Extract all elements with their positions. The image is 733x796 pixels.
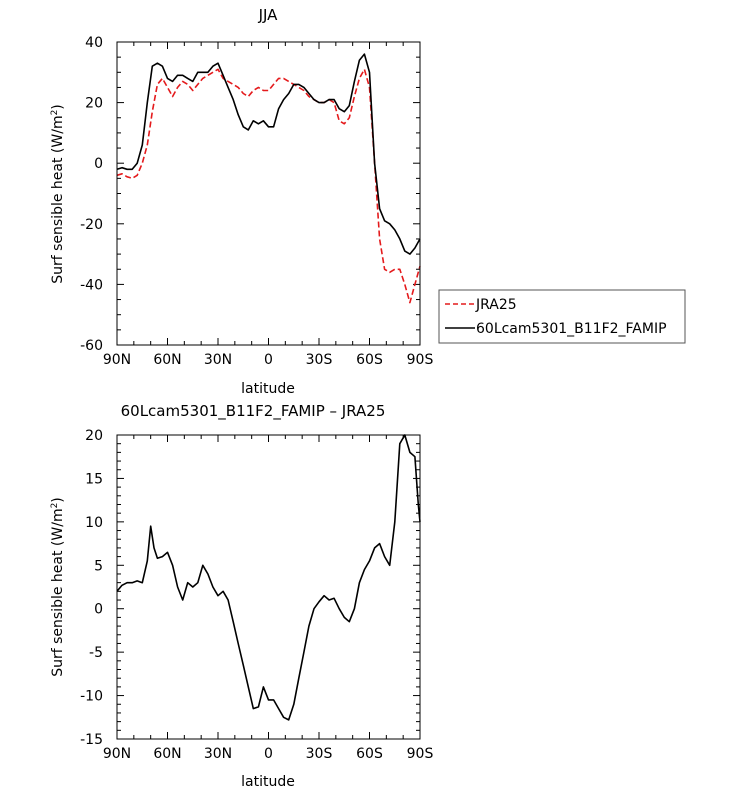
y-tick-label: 5 [94,558,103,574]
x-tick-label: 30S [306,746,333,762]
panel1-ylabel: Surf sensible heat (W/m2) [50,104,66,284]
x-tick-label: 0 [264,746,273,762]
y-tick-label: -10 [80,689,103,705]
panel1-series-line-0 [116,68,421,304]
panel1-title: JJA [258,6,279,24]
panel2-ylabel-main: Surf sensible heat (W/m [50,508,66,676]
panel2-ylabel-sup: 2 [50,503,60,509]
y-tick-label: 15 [85,471,103,487]
x-tick-label: 90N [103,352,131,368]
y-tick-label: 0 [94,602,103,618]
y-tick-label: 20 [85,96,103,112]
x-tick-label: 90N [103,746,131,762]
y-tick-label: 20 [85,428,103,444]
panel1-xlabel: latitude [241,381,295,397]
y-tick-label: -40 [80,277,103,293]
panel1-ylabel-sup: 2 [50,110,60,116]
panel1-ylabel-main: Surf sensible heat (W/m [50,115,66,283]
panel1-ylabel-close: ) [50,104,66,109]
x-tick-label: 90S [407,352,434,368]
legend-label-jra25: JRA25 [475,297,517,313]
x-tick-label: 90S [407,746,434,762]
y-tick-label: -15 [80,732,103,748]
legend-label-famip: 60Lcam5301_B11F2_FAMIP [476,321,667,337]
x-tick-label: 60N [153,746,181,762]
x-tick-label: 0 [264,352,273,368]
y-tick-label: -5 [89,645,103,661]
panel2-title: 60Lcam5301_B11F2_FAMIP – JRA25 [121,402,386,421]
panel2-series-line-0 [116,434,421,721]
legend-box [438,289,686,344]
y-tick-label: 40 [85,35,103,51]
panel2-xlabel: latitude [241,774,295,790]
panel2-ylabel: Surf sensible heat (W/m2) [50,497,66,677]
x-tick-label: 60N [153,352,181,368]
panel1-series-line-1 [116,53,421,255]
x-tick-label: 60S [356,746,383,762]
x-tick-label: 30N [204,352,232,368]
y-tick-label: -20 [80,217,103,233]
panel1-plot-frame [116,41,421,346]
legend: JRA25 60Lcam5301_B11F2_FAMIP [438,289,686,344]
x-tick-label: 30N [204,746,232,762]
y-tick-label: 0 [94,156,103,172]
x-tick-label: 30S [306,352,333,368]
y-tick-label: 10 [85,515,103,531]
panel2-plot-frame [116,434,421,740]
y-tick-label: -60 [80,338,103,354]
panel2-ylabel-close: ) [50,497,66,502]
x-tick-label: 60S [356,352,383,368]
